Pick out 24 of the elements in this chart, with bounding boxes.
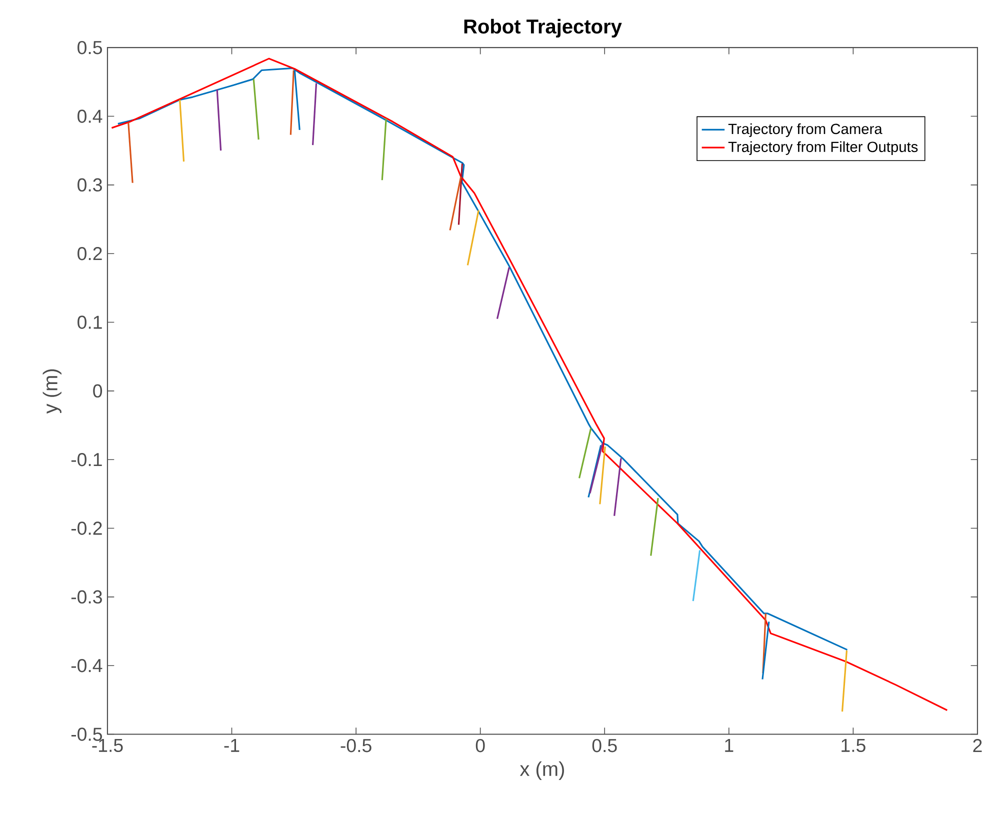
legend-label: Trajectory from Filter Outputs — [728, 141, 918, 155]
x-tick-label: -0.5 — [340, 738, 372, 752]
chart-title: Robot Trajectory — [464, 18, 622, 38]
y-tick-label: 0.1 — [78, 316, 102, 329]
y-tick-label: 0.4 — [78, 110, 102, 123]
x-tick-label: 0 — [476, 738, 485, 752]
y-tick-label: -0.1 — [71, 452, 102, 466]
x-tick-label: 2 — [973, 738, 982, 752]
x-tick-label: -1 — [224, 738, 240, 752]
y-tick-label: 0.3 — [78, 178, 102, 192]
x-tick-label: 1 — [725, 738, 734, 752]
x-tick-label: -1.5 — [92, 738, 123, 752]
y-tick-label: -0.5 — [71, 728, 102, 741]
x-tick-label: 0.5 — [592, 738, 617, 752]
x-tick-label: 1.5 — [842, 738, 866, 752]
y-tick-label: 0.5 — [78, 40, 102, 54]
y-tick-label: 0.2 — [78, 246, 102, 260]
y-tick-label: -0.3 — [71, 590, 102, 604]
y-tick-label: -0.2 — [71, 522, 102, 535]
y-axis-title: y (m) — [42, 369, 62, 414]
x-axis-title: x (m) — [520, 761, 564, 780]
y-tick-label: 0 — [93, 384, 102, 398]
legend-label: Trajectory from Camera — [728, 123, 882, 137]
y-tick-label: -0.4 — [71, 658, 102, 672]
